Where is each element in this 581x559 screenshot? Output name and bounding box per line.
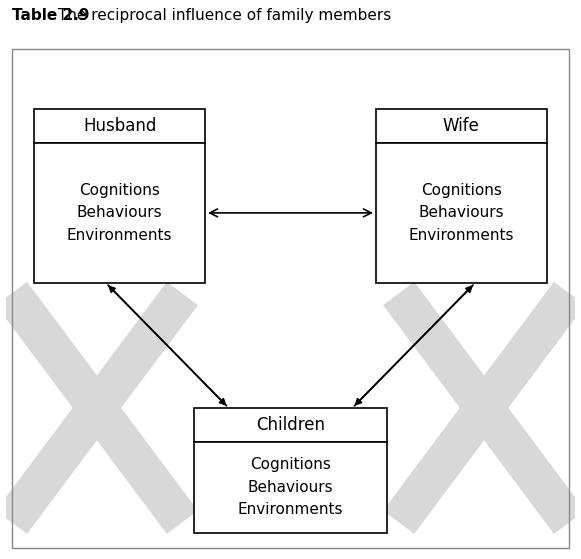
Text: Wife: Wife	[443, 117, 480, 135]
Bar	[376, 109, 547, 143]
Bar	[34, 109, 205, 143]
Text: Table 2.9: Table 2.9	[12, 8, 89, 23]
Text: Husband: Husband	[83, 117, 156, 135]
Text: Cognitions
Behaviours
Environments: Cognitions Behaviours Environments	[67, 183, 173, 243]
Text: Cognitions
Behaviours
Environments: Cognitions Behaviours Environments	[408, 183, 514, 243]
Bar	[34, 143, 205, 283]
Bar	[376, 143, 547, 283]
Text: Cognitions
Behaviours
Environments: Cognitions Behaviours Environments	[238, 457, 343, 517]
Bar	[193, 442, 388, 533]
Text: The reciprocal influence of family members: The reciprocal influence of family membe…	[53, 8, 392, 23]
Bar	[193, 408, 388, 442]
Text: Children: Children	[256, 416, 325, 434]
